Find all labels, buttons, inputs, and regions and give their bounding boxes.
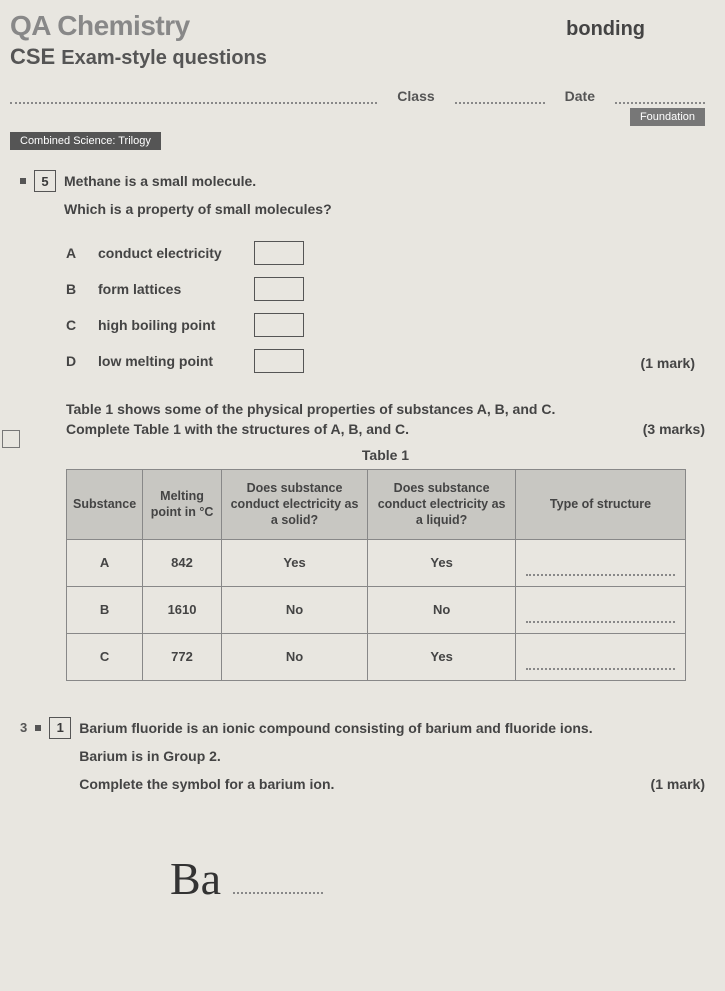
option-letter: D	[66, 353, 82, 369]
cell-sub: C	[67, 633, 143, 680]
option-b: B form lattices	[66, 277, 705, 301]
subtitle: Exam-style questions	[61, 47, 267, 70]
table-row: B 1610 No No	[67, 586, 686, 633]
option-c: C high boiling point	[66, 313, 705, 337]
bullet-icon	[20, 178, 26, 184]
option-label: form lattices	[98, 281, 238, 297]
cell-mp: 1610	[143, 586, 222, 633]
barium-symbol: Ba	[170, 852, 221, 905]
cell-mp: 842	[143, 539, 222, 586]
answer-box[interactable]	[254, 313, 304, 337]
q1-marks: (1 mark)	[651, 773, 705, 801]
option-label: low melting point	[98, 353, 238, 369]
q5-part2-l2: Complete Table 1 with the structures of …	[66, 421, 409, 437]
question-number-box: 1	[49, 717, 71, 739]
answer-box[interactable]	[254, 277, 304, 301]
table-row: A 842 Yes Yes	[67, 539, 686, 586]
options-list: A conduct electricity B form lattices C …	[66, 241, 705, 373]
level-label: CSE	[10, 44, 55, 70]
section-number: 3	[20, 720, 27, 735]
cell-liquid: Yes	[368, 539, 516, 586]
q1-line1: Barium fluoride is an ionic compound con…	[79, 717, 705, 739]
class-line[interactable]	[455, 90, 545, 104]
class-label: Class	[397, 88, 434, 104]
q1-line3: Complete the symbol for a barium ion.	[79, 773, 334, 795]
th-mp: Melting point in °C	[143, 469, 222, 539]
date-label: Date	[565, 88, 595, 104]
q5-line2: Which is a property of small molecules?	[64, 198, 705, 220]
cell-sub: A	[67, 539, 143, 586]
cell-solid: Yes	[221, 539, 367, 586]
topic-title: bonding	[566, 18, 645, 41]
answer-box[interactable]	[254, 241, 304, 265]
cell-solid: No	[221, 586, 367, 633]
option-letter: A	[66, 245, 82, 261]
cell-answer[interactable]	[516, 586, 686, 633]
cell-mp: 772	[143, 633, 222, 680]
q5-line1: Methane is a small molecule.	[64, 170, 705, 192]
foundation-badge: Foundation	[630, 108, 705, 126]
cell-liquid: No	[368, 586, 516, 633]
option-letter: C	[66, 317, 82, 333]
cell-answer[interactable]	[516, 539, 686, 586]
bullet-icon	[35, 725, 41, 731]
option-label: high boiling point	[98, 317, 238, 333]
th-structure: Type of structure	[516, 469, 686, 539]
cell-liquid: Yes	[368, 633, 516, 680]
table-title: Table 1	[66, 447, 705, 463]
th-liquid: Does substance conduct electricity as a …	[368, 469, 516, 539]
q1-line2: Barium is in Group 2.	[79, 745, 705, 767]
answer-box[interactable]	[254, 349, 304, 373]
brand-title: QA Chemistry	[10, 10, 190, 42]
cell-solid: No	[221, 633, 367, 680]
date-line[interactable]	[615, 90, 705, 104]
option-letter: B	[66, 281, 82, 297]
question-number-box: 5	[34, 170, 56, 192]
cell-answer[interactable]	[516, 633, 686, 680]
q5-part2-l1: Table 1 shows some of the physical prope…	[66, 401, 705, 417]
q5-part2-marks: (3 marks)	[643, 421, 705, 437]
th-substance: Substance	[67, 469, 143, 539]
properties-table: Substance Melting point in °C Does subst…	[66, 469, 686, 681]
trilogy-badge: Combined Science: Trilogy	[10, 132, 161, 150]
option-a: A conduct electricity	[66, 241, 705, 265]
ion-answer-line[interactable]	[233, 874, 323, 894]
margin-checkbox[interactable]	[2, 430, 20, 448]
cell-sub: B	[67, 586, 143, 633]
option-label: conduct electricity	[98, 245, 238, 261]
th-solid: Does substance conduct electricity as a …	[221, 469, 367, 539]
name-line[interactable]	[10, 90, 377, 104]
table-row: C 772 No Yes	[67, 633, 686, 680]
